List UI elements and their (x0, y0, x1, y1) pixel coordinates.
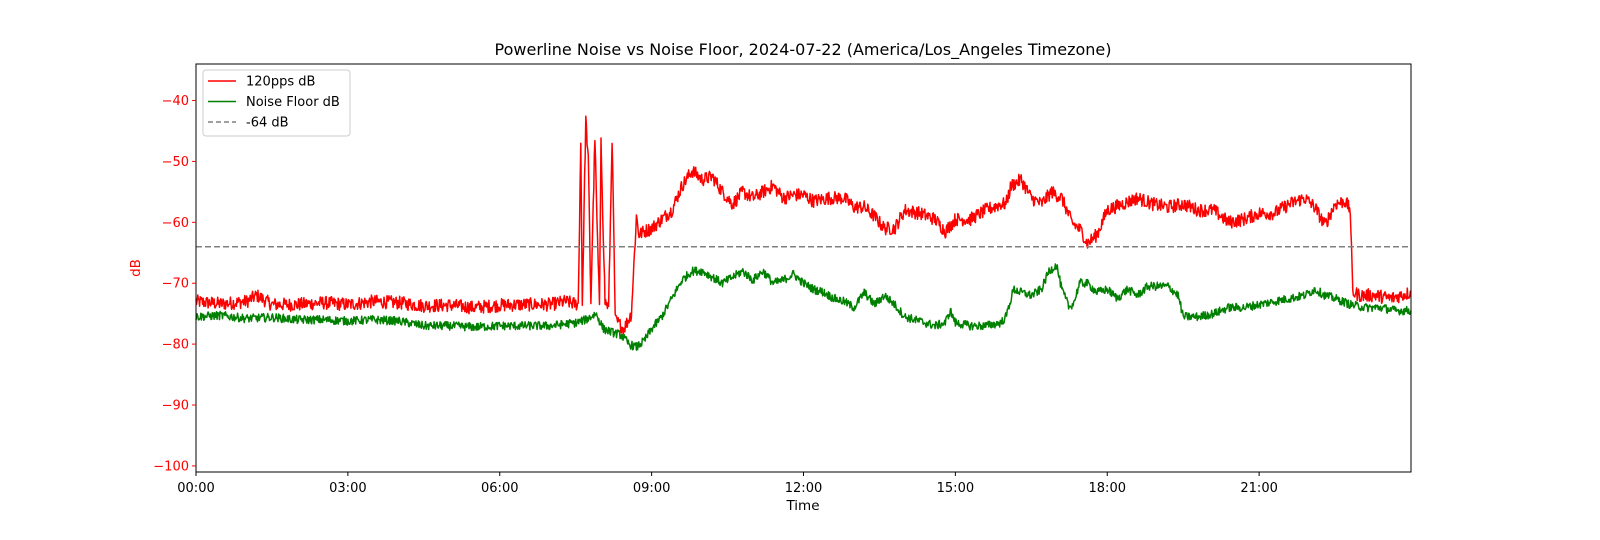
chart-title: Powerline Noise vs Noise Floor, 2024-07-… (495, 40, 1112, 60)
y-tick-label: −90 (162, 399, 189, 414)
y-tick-label: −50 (162, 155, 189, 170)
legend-item: -64 dB (208, 116, 289, 131)
legend: 120pps dB Noise Floor dB -64 dB (202, 69, 351, 137)
y-tick-label: −60 (162, 216, 189, 231)
series-line-noise-floor-db (195, 263, 1412, 351)
y-axis-label: dB (128, 259, 144, 277)
y-axis: −40 −50 −60 −70 −80 −90 −100 (153, 94, 196, 474)
x-tick-label: 06:00 (481, 481, 518, 496)
plot-frame (195, 63, 1412, 473)
y-tick-label: −40 (162, 94, 189, 109)
plot-lines (195, 115, 1412, 351)
legend-label: -64 dB (246, 116, 289, 131)
y-tick-label: −80 (162, 338, 189, 353)
x-axis: 00:00 03:00 06:00 09:00 12:00 15:00 18:00 21:00 (177, 472, 1278, 496)
y-tick-label: −70 (162, 277, 189, 292)
x-tick-label: 09:00 (633, 481, 670, 496)
x-tick-label: 21:00 (1240, 481, 1277, 496)
legend-item: Noise Floor dB (208, 95, 340, 110)
series-line-120pps-db (195, 115, 1412, 336)
x-axis-label: Time (785, 498, 819, 514)
x-tick-label: 00:00 (177, 481, 214, 496)
legend-item: 120pps dB (208, 75, 315, 90)
legend-box (202, 69, 351, 137)
x-tick-label: 03:00 (329, 481, 366, 496)
x-tick-label: 15:00 (937, 481, 974, 496)
y-tick-label: −100 (153, 459, 189, 474)
x-tick-label: 12:00 (785, 481, 822, 496)
x-tick-label: 18:00 (1089, 481, 1126, 496)
legend-label: 120pps dB (246, 75, 315, 90)
legend-label: Noise Floor dB (246, 95, 340, 110)
